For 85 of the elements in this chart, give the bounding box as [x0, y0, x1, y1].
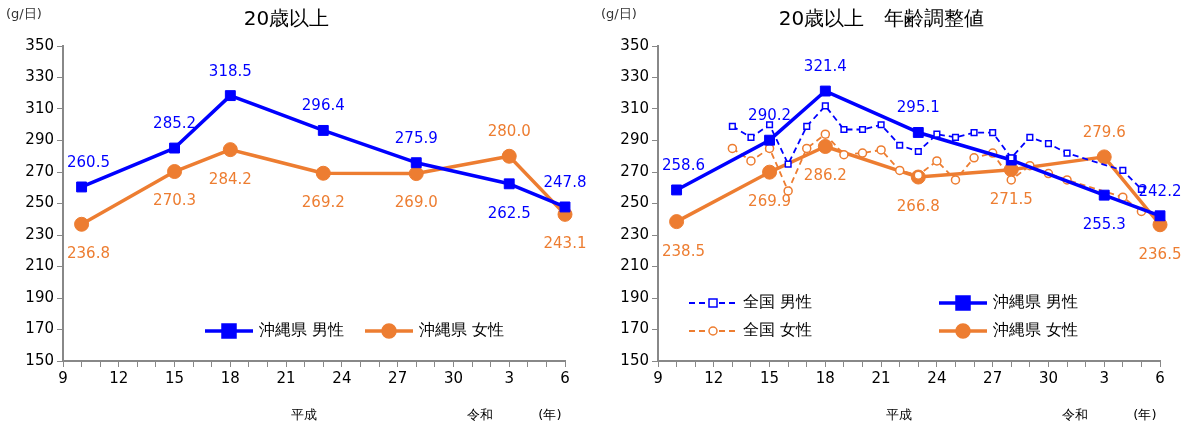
legend-label: 沖縄県 男性 — [259, 320, 345, 340]
legend-label: 沖縄県 男性 — [993, 292, 1079, 312]
data-label: 236.8 — [66, 244, 110, 263]
y-tick-label: 250 — [620, 193, 649, 212]
y-tick-label: 270 — [620, 161, 649, 180]
x-tick-label: 21 — [871, 368, 891, 387]
x-tick-label: 30 — [1038, 368, 1058, 387]
y-tick-label: 350 — [25, 35, 54, 54]
x-tick-label: 24 — [927, 368, 947, 387]
data-label: 255.3 — [1082, 215, 1126, 234]
x-tick-label: 9 — [58, 368, 68, 387]
y-axis-title: (g/日) — [6, 5, 42, 21]
x-tick-label: 3 — [1099, 368, 1109, 387]
data-label: 295.1 — [896, 98, 940, 117]
text: 令和 — [1061, 407, 1088, 423]
legend-label: 全国 男性 — [743, 292, 813, 312]
data-label: 270.3 — [153, 191, 197, 210]
data-label: 275.9 — [394, 128, 438, 147]
x-tick-label: 27 — [983, 368, 1003, 387]
data-label: 321.4 — [803, 56, 847, 75]
x-tick-label: 21 — [276, 368, 296, 387]
text: 令和 — [466, 407, 493, 423]
data-label: 269.9 — [748, 192, 792, 211]
data-label: 262.5 — [487, 203, 531, 222]
data-label: 279.6 — [1082, 122, 1126, 141]
text: (年) — [1133, 407, 1157, 423]
legend-label: 沖縄県 女性 — [993, 320, 1079, 340]
x-tick-label: 24 — [332, 368, 352, 387]
y-tick-label: 270 — [25, 161, 54, 180]
data-label: 285.2 — [153, 113, 197, 132]
legend-label: 全国 女性 — [743, 320, 813, 340]
data-label: 280.0 — [487, 122, 531, 141]
text: (年) — [538, 407, 562, 423]
y-tick-label: 330 — [25, 67, 54, 86]
data-label: 284.2 — [208, 169, 252, 188]
text: 平成 — [290, 407, 317, 423]
y-tick-label: 170 — [620, 319, 649, 338]
y-tick-label: 210 — [25, 256, 54, 275]
y-tick-label: 350 — [620, 35, 649, 54]
y-tick-label: 190 — [620, 287, 649, 306]
y-tick-label: 310 — [25, 98, 54, 117]
y-tick-label: 190 — [25, 287, 54, 306]
data-label: 236.5 — [1138, 244, 1182, 263]
legend-label: 沖縄県 女性 — [419, 320, 505, 340]
data-label: 266.8 — [896, 196, 940, 215]
x-tick-label: 18 — [815, 368, 835, 387]
y-tick-label: 150 — [25, 350, 54, 369]
y-axis-title: (g/日) — [601, 5, 637, 21]
x-tick-label: 15 — [165, 368, 185, 387]
data-label: 258.6 — [661, 155, 705, 174]
x-tick-label: 30 — [443, 368, 463, 387]
y-tick-label: 290 — [25, 130, 54, 149]
data-label: 269.0 — [394, 193, 438, 212]
y-tick-label: 290 — [620, 130, 649, 149]
x-tick-label: 9 — [653, 368, 663, 387]
y-tick-label: 310 — [620, 98, 649, 117]
y-tick-label: 230 — [620, 224, 649, 243]
data-label: 243.1 — [543, 234, 587, 253]
y-tick-label: 150 — [620, 350, 649, 369]
x-tick-label: 6 — [1155, 368, 1165, 387]
data-label: 271.5 — [989, 189, 1033, 208]
data-label: 290.2 — [748, 106, 792, 125]
chart-title: 20歳以上 年齢調整値 — [778, 6, 985, 31]
data-label: 242.2 — [1138, 181, 1182, 200]
data-label: 296.4 — [301, 96, 345, 115]
x-tick-label: 12 — [704, 368, 724, 387]
x-tick-label: 12 — [109, 368, 129, 387]
y-tick-label: 170 — [25, 319, 54, 338]
data-label: 318.5 — [208, 61, 252, 80]
y-tick-label: 250 — [25, 193, 54, 212]
x-tick-label: 27 — [388, 368, 408, 387]
x-tick-label: 15 — [760, 368, 780, 387]
data-label: 238.5 — [661, 241, 705, 260]
data-label: 247.8 — [543, 172, 587, 191]
x-tick-label: 18 — [220, 368, 240, 387]
y-tick-label: 230 — [25, 224, 54, 243]
text: 平成 — [885, 407, 912, 423]
data-label: 286.2 — [803, 166, 847, 185]
x-tick-label: 6 — [560, 368, 570, 387]
data-label: 260.5 — [66, 152, 110, 171]
data-label: 269.2 — [301, 193, 345, 212]
y-tick-label: 210 — [620, 256, 649, 275]
x-tick-label: 3 — [504, 368, 514, 387]
y-tick-label: 330 — [620, 67, 649, 86]
chart-title: 20歳以上 — [243, 6, 330, 31]
